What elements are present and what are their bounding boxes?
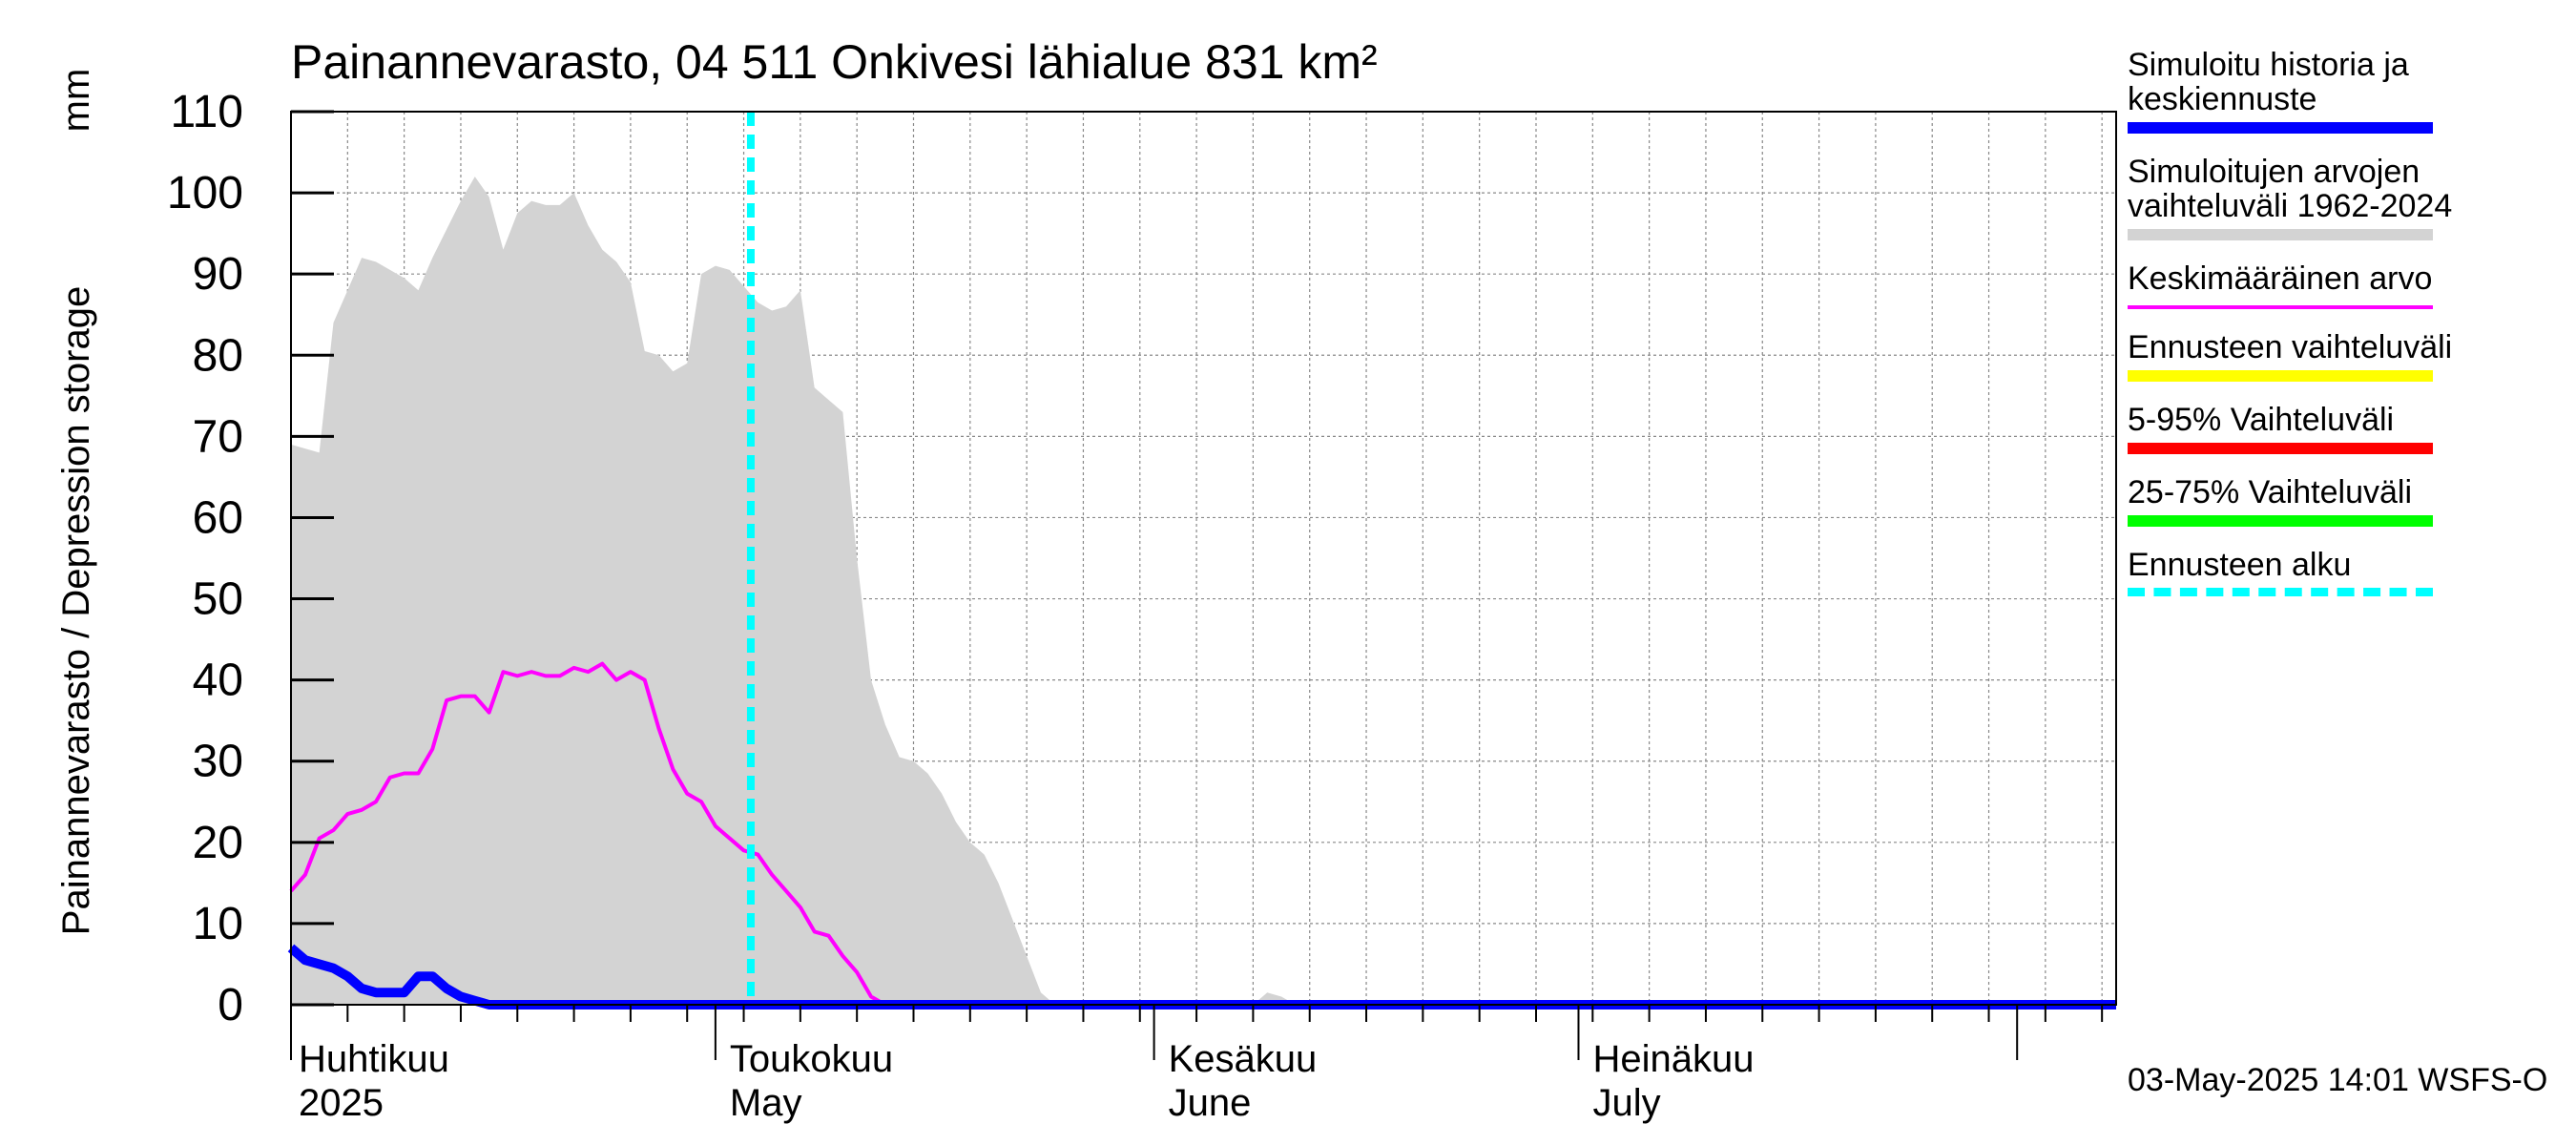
axes: [290, 110, 2117, 1060]
x-year-label: 2025: [299, 1082, 384, 1124]
y-axis-unit: mm: [55, 69, 97, 133]
legend-label: Keskimääräinen arvo: [2128, 260, 2433, 297]
y-tick-label: 50: [193, 574, 243, 625]
y-tick-label: 60: [193, 492, 243, 543]
legend: Simuloitu historia ja keskiennuste Simulo…: [2128, 48, 2566, 617]
y-tick-label: 110: [170, 87, 243, 137]
mean-value-line: [289, 661, 2116, 1007]
legend-swatch: [2128, 443, 2433, 454]
x-month-label-fi: Kesäkuu: [1169, 1038, 1318, 1080]
y-axis-label: Painannevarasto / Depression storage: [55, 286, 97, 935]
legend-label: 25-75% Vaihteluväli: [2128, 474, 2412, 510]
legend-label: Ennusteen vaihteluväli: [2128, 329, 2453, 365]
legend-swatch: [2128, 229, 2433, 240]
plot-frame: [290, 111, 2117, 1006]
y-tick-label: 0: [218, 980, 243, 1030]
legend-label: Simuloitujen arvojen vaihteluväli 1962-2…: [2128, 154, 2453, 224]
x-month-label-fi: Heinäkuu: [1592, 1038, 1754, 1080]
range-band-layer: [291, 177, 2116, 1005]
x-month-label-en: July: [1592, 1082, 1660, 1124]
y-tick-label: 80: [193, 330, 243, 381]
legend-item: Ennusteen vaihteluväli: [2128, 330, 2566, 382]
timestamp-footer: 03-May-2025 14:01 WSFS-O: [2128, 1062, 2548, 1098]
x-month-label-en: June: [1169, 1082, 1252, 1124]
legend-item: Simuloitujen arvojen vaihteluväli 1962-2…: [2128, 155, 2566, 240]
x-month-label-fi: Toukokuu: [730, 1038, 893, 1080]
y-tick-label: 100: [167, 168, 243, 219]
legend-label: 5-95% Vaihteluväli: [2128, 402, 2395, 438]
y-tick-label: 10: [193, 899, 243, 949]
range-band-area: [291, 177, 2116, 1005]
legend-item: 25-75% Vaihteluväli: [2128, 475, 2566, 527]
y-tick-label: 30: [193, 737, 243, 787]
x-month-label-en: May: [730, 1082, 802, 1124]
legend-item: Keskimääräinen arvo: [2128, 261, 2566, 309]
legend-swatch: [2128, 515, 2433, 527]
y-tick-label: 90: [193, 249, 243, 300]
legend-swatch: [2128, 305, 2433, 309]
y-tick-labels: 0 10 20 30 40 50 60 70 80 90 100 110: [167, 87, 243, 1030]
y-tick-label: 40: [193, 656, 243, 706]
y-tick-label: 20: [193, 818, 243, 868]
legend-label: Ennusteen alku: [2128, 547, 2352, 583]
legend-swatch: [2128, 588, 2433, 596]
legend-item: 5-95% Vaihteluväli: [2128, 403, 2566, 454]
legend-label: Simuloitu historia ja keskiennuste: [2128, 47, 2409, 117]
legend-item: Simuloitu historia ja keskiennuste: [2128, 48, 2566, 134]
legend-item: Ennusteen alku: [2128, 548, 2566, 596]
x-month-label-fi: Huhtikuu: [299, 1038, 449, 1080]
y-tick-label: 70: [193, 411, 243, 462]
legend-swatch: [2128, 370, 2433, 382]
chart-title: Painannevarasto, 04 511 Onkivesi lähialu…: [291, 35, 1378, 89]
legend-swatch: [2128, 122, 2433, 134]
